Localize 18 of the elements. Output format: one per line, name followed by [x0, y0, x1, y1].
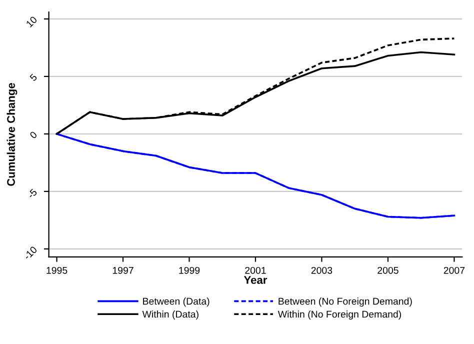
y-axis-title: Cumulative Change [6, 83, 18, 186]
y-tick-label: 5 [29, 73, 38, 82]
x-axis-title: Year [244, 276, 268, 284]
x-tick-label: 1995 [46, 266, 68, 274]
y-tick-label: 10 [26, 16, 38, 28]
x-tick-label: 1999 [179, 266, 200, 274]
legend-label: Within (Data) [142, 310, 198, 320]
legend-label: Between (No Foreign Demand) [278, 298, 412, 307]
y-tick-label: 0 [29, 130, 38, 140]
x-tick-label: 2003 [311, 266, 332, 274]
x-tick-label: 2007 [444, 266, 465, 274]
y-tick-label: -10 [23, 246, 38, 260]
x-tick-label: 2001 [245, 266, 266, 274]
x-tick-label: 2005 [378, 266, 398, 274]
legend-label: Within (No Foreign Demand) [278, 310, 402, 320]
legend-label: Between (Data) [143, 298, 210, 307]
x-tick-label: 1997 [112, 266, 134, 274]
y-tick-label: -5 [27, 188, 38, 199]
